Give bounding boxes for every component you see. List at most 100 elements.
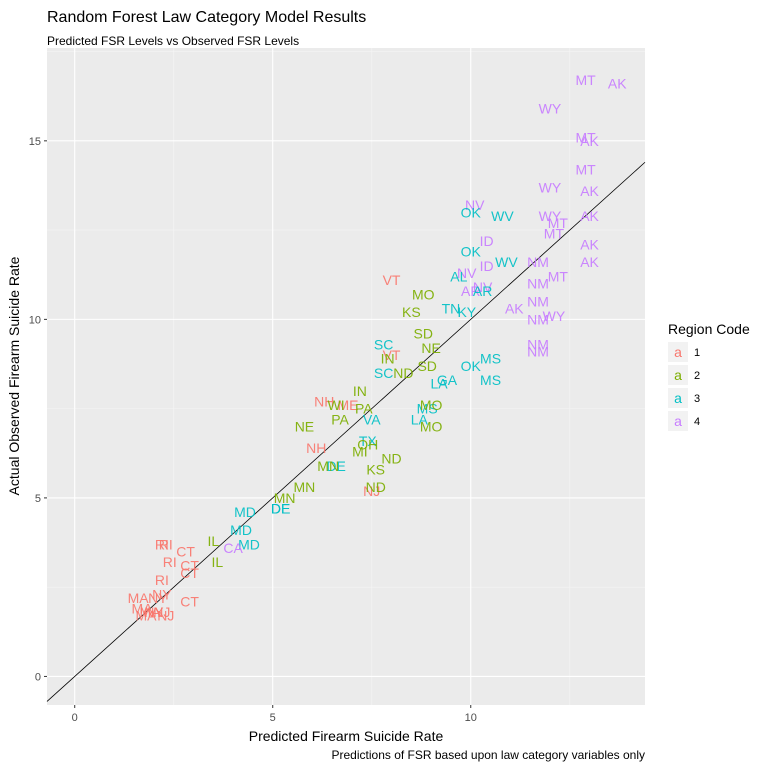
point-label-nv: NV [465, 197, 485, 213]
point-label-la: LA [431, 376, 449, 392]
plot-panel [47, 48, 645, 705]
y-tick-label: 0 [35, 671, 41, 683]
point-label-ak: AK [580, 133, 599, 149]
point-label-me: ME [337, 397, 358, 413]
legend-key-glyph: a [674, 413, 682, 429]
point-label-nj: NJ [157, 608, 174, 624]
point-label-in: IN [353, 383, 367, 399]
point-label-tx: TX [359, 433, 378, 449]
point-label-ri: RI [163, 554, 177, 570]
point-label-sd: SD [413, 326, 432, 342]
point-label-nj: NJ [363, 483, 380, 499]
point-label-ks: KS [366, 461, 385, 477]
point-label-ma: MA [128, 590, 150, 606]
y-tick-label: 5 [35, 493, 41, 505]
point-label-mn: MN [274, 490, 296, 506]
point-label-md: MD [230, 522, 252, 538]
point-label-ak: AK [580, 254, 599, 270]
point-label-tn: TN [442, 301, 461, 317]
point-label-ca: CA [223, 540, 243, 556]
point-label-ms: MS [480, 351, 501, 367]
x-axis-title: Predicted Firearm Suicide Rate [249, 728, 444, 744]
point-label-ak: AK [505, 301, 524, 317]
point-label-ok: OK [461, 244, 482, 260]
point-label-ny: NY [152, 586, 172, 602]
point-label-sc: SC [374, 336, 393, 352]
point-label-id: ID [480, 233, 494, 249]
point-label-mi: MI [352, 443, 368, 459]
point-label-nm: NM [527, 311, 549, 327]
point-label-ny: NY [148, 590, 168, 606]
point-label-ky: KY [457, 304, 476, 320]
legend-key-box [668, 411, 688, 431]
point-label-ok: OK [461, 204, 482, 220]
y-tick-label: 15 [29, 136, 41, 148]
minor-gridlines [47, 48, 645, 705]
point-label-vt: VT [383, 272, 401, 288]
point-label-ct: CT [180, 565, 199, 581]
chart-caption: Predictions of FSR based upon law catego… [332, 748, 646, 762]
legend-key-glyph: a [674, 344, 682, 360]
point-label-ct: CT [180, 593, 199, 609]
point-label-nm: NM [527, 294, 549, 310]
identity-line [46, 161, 646, 702]
point-label-nv: NV [473, 279, 493, 295]
point-label-nd: ND [393, 365, 413, 381]
legend-entries: a 1a 2a 3a 4 [668, 342, 700, 431]
point-label-in: IN [381, 351, 395, 367]
legend-label: 1 [694, 347, 700, 359]
point-label-ks: KS [402, 304, 421, 320]
point-label-ms: MS [480, 372, 501, 388]
point-label-nj: NJ [153, 604, 170, 620]
y-axis-title: Actual Observed Firearm Suicide Rate [6, 256, 22, 495]
point-label-wy: WY [539, 208, 562, 224]
point-label-sc: SC [374, 365, 393, 381]
point-label-al: AL [450, 269, 467, 285]
point-label-vt: VT [383, 347, 401, 363]
point-label-pa: PA [355, 401, 373, 417]
point-label-ri: RI [155, 572, 169, 588]
point-label-ri: RI [155, 536, 169, 552]
legend-key-box [668, 388, 688, 408]
point-label-nm: NM [527, 344, 549, 360]
point-label-va: VA [363, 411, 381, 427]
point-label-ak: AK [580, 208, 599, 224]
point-label-mt: MT [575, 129, 596, 145]
point-label-ct: CT [180, 558, 199, 574]
point-label-ok: OK [461, 358, 482, 374]
point-label-ms: MS [417, 401, 438, 417]
x-tick-label: 10 [465, 712, 477, 724]
major-gridlines [47, 48, 645, 705]
chart-title: Random Forest Law Category Model Results [47, 9, 366, 26]
legend-key-box [668, 365, 688, 385]
point-label-mt: MT [548, 269, 569, 285]
point-label-mt: MT [575, 72, 596, 88]
point-label-mo: MO [412, 286, 435, 302]
point-label-il: IL [207, 533, 219, 549]
point-label-ma: MA [132, 601, 154, 617]
point-label-ak: AK [580, 236, 599, 252]
point-label-ga: GA [437, 372, 458, 388]
point-label-nm: NM [527, 336, 549, 352]
legend-key-glyph: a [674, 390, 682, 406]
point-label-oh: OH [357, 436, 378, 452]
point-label-de: DE [271, 501, 290, 517]
legend: Region Code a 1a 2a 3a 4 [668, 321, 750, 431]
point-label-wi: WI [328, 397, 345, 413]
legend-title: Region Code [668, 321, 750, 337]
point-label-de: DE [326, 458, 345, 474]
chart-subtitle: Predicted FSR Levels vs Observed FSR Lev… [47, 34, 299, 48]
point-label-ak: AK [608, 76, 627, 92]
reference-line [46, 161, 646, 702]
legend-label: 3 [694, 393, 700, 405]
point-label-wy: WY [543, 308, 566, 324]
legend-key-box [668, 342, 688, 362]
point-label-il: IL [211, 554, 223, 570]
point-label-ne: NE [421, 340, 440, 356]
y-axis-ticks: 0 5 10 15 [29, 136, 47, 683]
point-label-ct: CT [176, 543, 195, 559]
legend-label: 2 [694, 370, 700, 382]
point-label-ny: NY [144, 604, 164, 620]
